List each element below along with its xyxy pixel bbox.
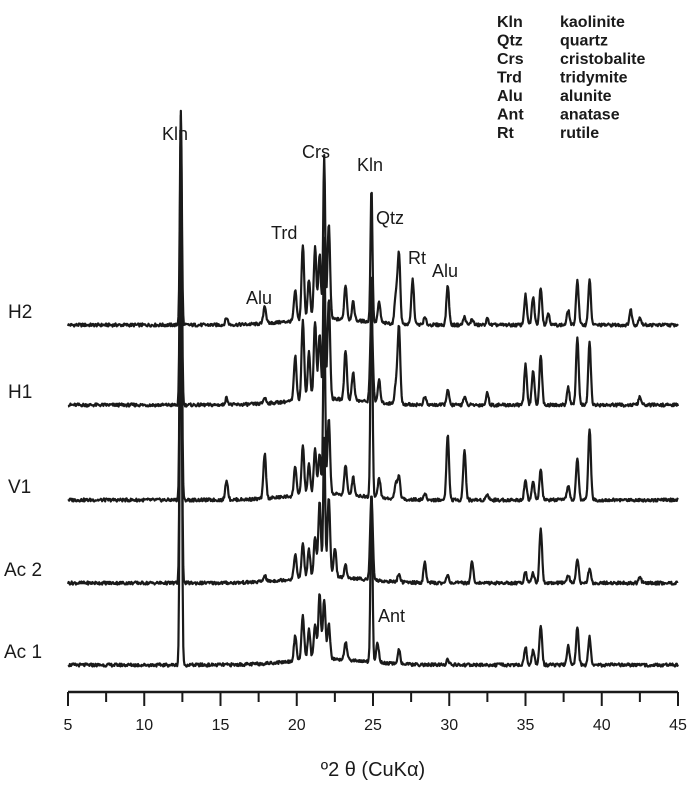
peak-label: Kln — [357, 155, 383, 175]
legend-name: tridymite — [560, 70, 628, 87]
x-tick-label: 10 — [135, 717, 153, 734]
series-label: H2 — [8, 302, 32, 323]
legend-name: kaolinite — [560, 14, 625, 31]
x-tick-label: 35 — [517, 717, 535, 734]
x-ticks: 5 10 15 20 25 30 35 40 45 — [64, 692, 687, 734]
x-axis-title: º2 θ (CuKα) — [321, 759, 425, 781]
legend-name: anatase — [560, 107, 620, 124]
series-label: Ac 1 — [4, 642, 42, 663]
legend-name: rutile — [560, 125, 599, 142]
legend-name: alunite — [560, 88, 612, 105]
x-tick-label: 20 — [288, 717, 306, 734]
peak-label: Qtz — [376, 208, 404, 228]
trace-ac-1 — [67, 194, 679, 668]
legend-name: quartz — [560, 33, 608, 50]
peak-label: Alu — [432, 261, 458, 281]
legend-abbr: Ant — [497, 107, 524, 124]
trace-v1 — [67, 134, 679, 503]
peak-label: Alu — [246, 288, 272, 308]
peak-label: Crs — [302, 142, 330, 162]
legend: Kln kaolinite Qtz quartz Crs cristobalite Trd t… — [497, 14, 645, 142]
peak-label: Kln — [162, 124, 188, 144]
x-tick-label: 40 — [593, 717, 611, 734]
x-axis: 5 10 15 20 25 30 35 40 45 — [64, 690, 687, 734]
x-tick-label: 5 — [64, 717, 73, 734]
series-label: Ac 2 — [4, 560, 42, 581]
series-label: V1 — [8, 477, 31, 498]
peak-label: Ant — [378, 606, 405, 626]
legend-abbr: Qtz — [497, 33, 523, 50]
legend-abbr: Kln — [497, 14, 523, 31]
traces — [66, 109, 680, 668]
legend-abbr: Alu — [497, 88, 523, 105]
x-tick-label: 15 — [212, 717, 230, 734]
trace-h2 — [66, 109, 679, 328]
legend-abbr: Trd — [497, 70, 522, 87]
x-tick-label: 30 — [440, 717, 458, 734]
legend-abbr: Crs — [497, 51, 524, 68]
x-tick-label: 25 — [364, 717, 382, 734]
legend-abbr: Rt — [497, 125, 515, 142]
series-labels: H2 H1 V1 Ac 2 Ac 1 — [4, 302, 42, 663]
peak-label: Trd — [271, 223, 297, 243]
legend-name: cristobalite — [560, 51, 645, 68]
peak-label: Rt — [408, 248, 426, 268]
x-tick-label: 45 — [669, 717, 687, 734]
series-label: H1 — [8, 382, 32, 403]
